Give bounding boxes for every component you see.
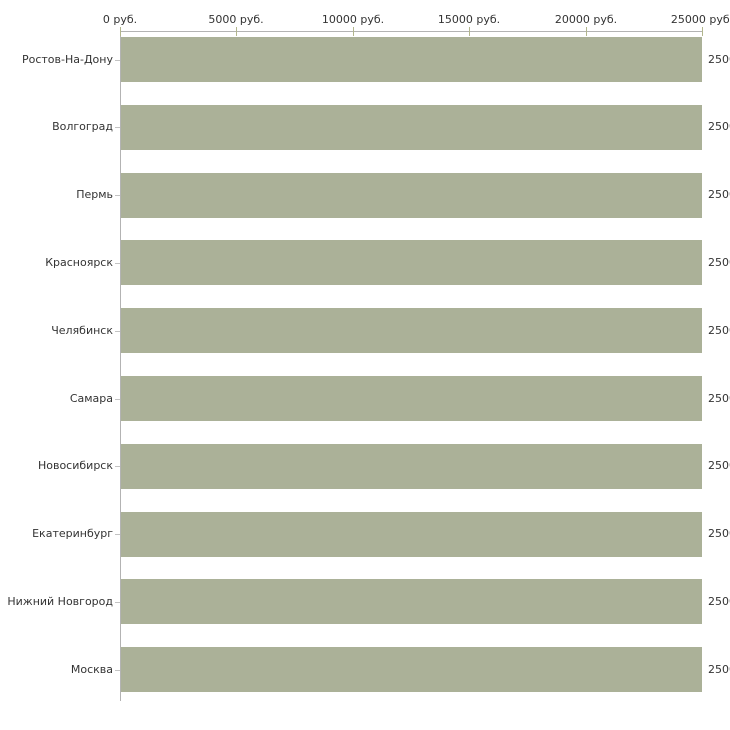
- category-label: Челябинск: [51, 324, 113, 337]
- x-axis-tick: [469, 27, 470, 36]
- y-axis-tick: [115, 670, 120, 671]
- y-axis-tick: [115, 60, 120, 61]
- bar: [121, 173, 702, 218]
- category-label: Красноярск: [45, 256, 113, 269]
- y-axis-tick: [115, 534, 120, 535]
- x-axis-tick-label: 0 руб.: [102, 13, 138, 26]
- x-axis-tick-label: 10000 руб.: [321, 13, 385, 26]
- x-axis-tick-label: 25000 руб.: [670, 13, 730, 26]
- bar-value-label: 25000 руб.: [708, 256, 730, 269]
- bar-value-label: 25000 руб.: [708, 120, 730, 133]
- category-label: Ростов-На-Дону: [21, 53, 113, 66]
- bar-value-label: 25000 руб.: [708, 324, 730, 337]
- category-label: Самара: [69, 392, 113, 405]
- x-axis-tick: [236, 27, 237, 36]
- x-axis-tick: [353, 27, 354, 36]
- y-axis-line: [120, 31, 121, 701]
- bar: [121, 512, 702, 557]
- y-axis-tick: [115, 602, 120, 603]
- category-label: Пермь: [76, 188, 113, 201]
- y-axis-tick: [115, 263, 120, 264]
- bar-value-label: 25000 руб.: [708, 188, 730, 201]
- x-axis-tick: [120, 27, 121, 36]
- bar-value-label: 25000 руб.: [708, 53, 730, 66]
- bar: [121, 105, 702, 150]
- bar-value-label: 25000 руб.: [708, 527, 730, 540]
- x-axis-tick-label: 15000 руб.: [437, 13, 501, 26]
- bar-value-label: 25000 руб.: [708, 663, 730, 676]
- category-label: Екатеринбург: [32, 527, 113, 540]
- bar-value-label: 25000 руб.: [708, 595, 730, 608]
- bar: [121, 579, 702, 624]
- y-axis-tick: [115, 466, 120, 467]
- bar-value-label: 25000 руб.: [708, 392, 730, 405]
- category-label: Новосибирск: [37, 459, 113, 472]
- bar: [121, 376, 702, 421]
- y-axis-tick: [115, 195, 120, 196]
- category-label: Нижний Новгород: [7, 595, 113, 608]
- x-axis-tick: [702, 27, 703, 36]
- bar: [121, 37, 702, 82]
- x-axis-tick-label: 20000 руб.: [554, 13, 618, 26]
- category-label: Москва: [70, 663, 113, 676]
- x-axis-line: [120, 31, 702, 32]
- bar: [121, 647, 702, 692]
- category-label: Волгоград: [52, 120, 113, 133]
- x-axis-tick: [586, 27, 587, 36]
- y-axis-tick: [115, 399, 120, 400]
- bar: [121, 308, 702, 353]
- bar: [121, 444, 702, 489]
- bar: [121, 240, 702, 285]
- x-axis-tick-label: 5000 руб.: [208, 13, 264, 26]
- y-axis-tick: [115, 127, 120, 128]
- bar-value-label: 25000 руб.: [708, 459, 730, 472]
- y-axis-tick: [115, 331, 120, 332]
